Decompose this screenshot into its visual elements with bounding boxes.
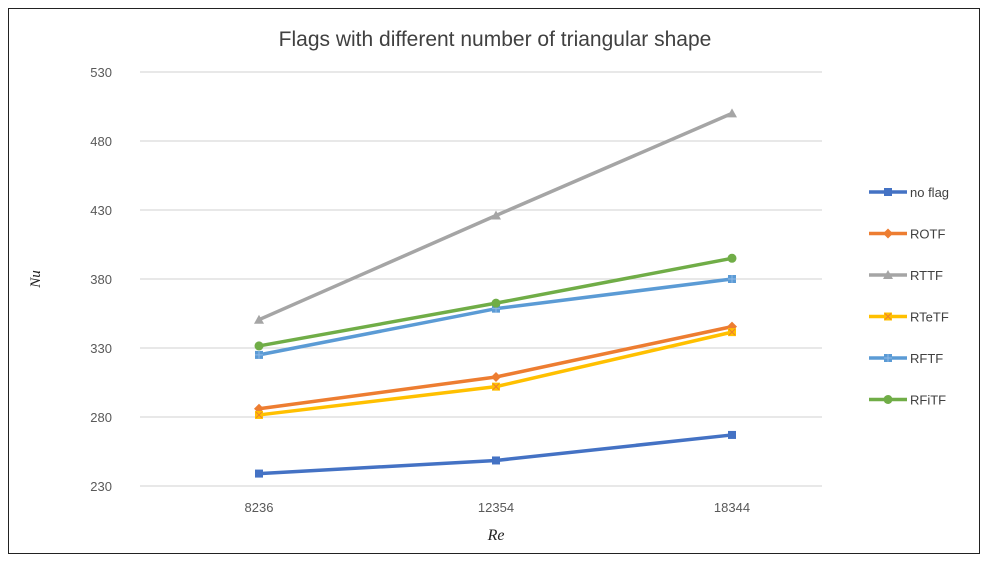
legend-item: RTTF [869, 268, 943, 283]
x-tick-label: 12354 [478, 500, 514, 515]
y-tick-label: 430 [90, 203, 112, 218]
marker-plus [728, 275, 736, 283]
legend-label: no flag [910, 185, 949, 200]
data-point [254, 341, 264, 351]
legend-label: RTeTF [910, 310, 949, 325]
x-axis-label: Re [487, 527, 505, 544]
data-point [727, 108, 737, 118]
y-tick-label: 230 [90, 479, 112, 494]
y-tick-label: 480 [90, 134, 112, 149]
legend-marker [883, 270, 893, 279]
data-point [491, 371, 501, 382]
legend-marker [884, 188, 892, 196]
data-point [727, 253, 737, 263]
y-tick-label: 530 [90, 65, 112, 80]
legend-item: RFTF [869, 351, 943, 366]
marker-cross [255, 411, 263, 419]
series-no-flag [255, 430, 736, 478]
data-point [254, 314, 264, 324]
legend-label: ROTF [910, 227, 945, 242]
data-point [491, 298, 501, 308]
y-tick-label: 380 [90, 272, 112, 287]
series-rtetf [255, 328, 736, 419]
chart-frame [8, 8, 980, 554]
marker-cross [728, 328, 736, 336]
y-axis-label: Nu [28, 270, 44, 289]
data-point [491, 210, 501, 220]
legend-marker [883, 228, 893, 239]
marker-plus [255, 350, 263, 359]
data-point [255, 469, 263, 478]
marker-cross [492, 383, 500, 390]
legend-item: ROTF [869, 227, 945, 242]
legend-label: RTTF [910, 268, 943, 283]
legend-item: no flag [869, 185, 949, 200]
legend-label: RFiTF [910, 393, 946, 408]
series-line [258, 433, 733, 476]
marker-plus [884, 354, 892, 362]
x-tick-label: 8236 [245, 500, 274, 515]
chart-title: Flags with different number of triangula… [279, 28, 712, 51]
marker-cross [884, 313, 892, 320]
y-tick-label: 330 [90, 341, 112, 356]
data-point [728, 430, 736, 439]
legend-item: RFiTF [869, 393, 946, 408]
series-line [258, 324, 733, 411]
y-tick-label: 280 [90, 410, 112, 425]
data-point [492, 456, 500, 465]
legend-item: RTeTF [869, 310, 949, 325]
legend-label: RFTF [910, 351, 943, 366]
series-rttf [254, 108, 737, 324]
series-rfitf [254, 253, 737, 351]
legend-marker [883, 395, 893, 404]
x-tick-label: 18344 [714, 500, 750, 515]
